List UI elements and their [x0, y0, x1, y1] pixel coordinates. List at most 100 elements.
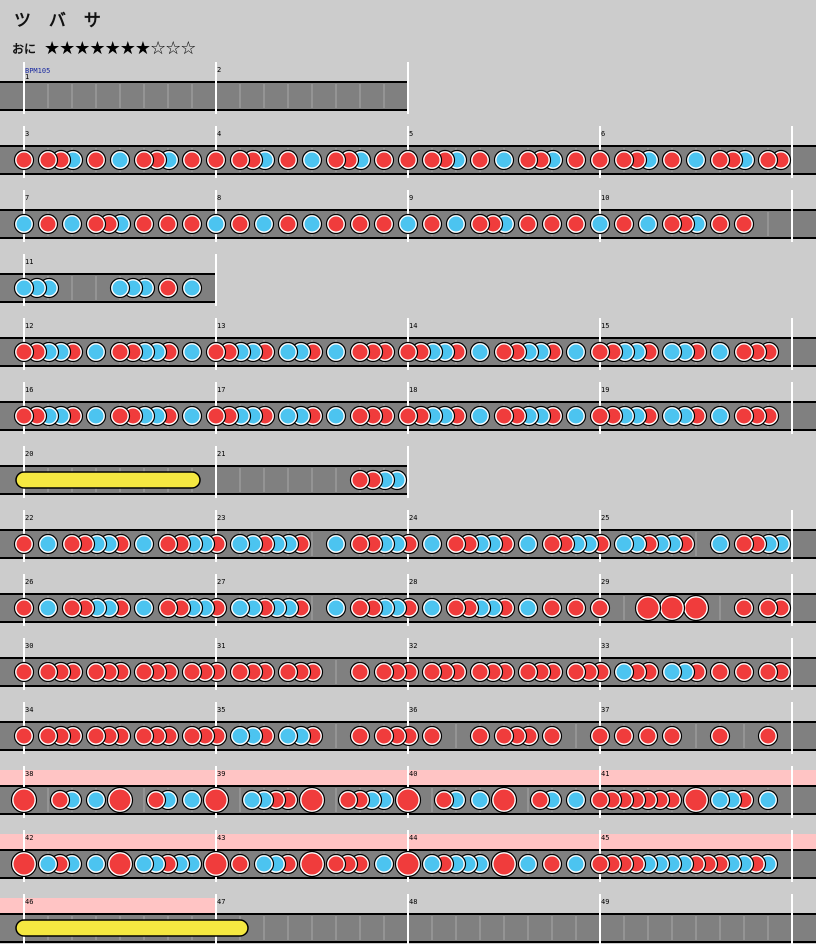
don-note	[328, 216, 344, 232]
don-note	[436, 792, 452, 808]
don-note	[376, 664, 392, 680]
ka-note	[88, 408, 104, 424]
measure-number: 15	[601, 322, 609, 330]
ka-note	[16, 216, 32, 232]
big-don-note	[685, 789, 707, 811]
ka-note	[328, 600, 344, 616]
measure-number: 2	[217, 66, 221, 74]
measure-number: 49	[601, 898, 609, 906]
measure-number: 21	[217, 450, 225, 458]
measure-number: 22	[25, 514, 33, 522]
don-note	[160, 536, 176, 552]
don-note	[472, 728, 488, 744]
measure-number: 8	[217, 194, 221, 202]
ka-note	[88, 792, 104, 808]
measure-number: 3	[25, 130, 29, 138]
measure-number: 14	[409, 322, 417, 330]
don-note	[232, 152, 248, 168]
ka-note	[400, 216, 416, 232]
don-note	[664, 728, 680, 744]
don-note	[88, 728, 104, 744]
don-note	[448, 600, 464, 616]
course-info: おに ★★★★★★★☆☆☆	[12, 37, 196, 59]
don-note	[40, 216, 56, 232]
don-note	[424, 152, 440, 168]
measure-number: 41	[601, 770, 609, 778]
don-note	[400, 344, 416, 360]
ka-note	[232, 600, 248, 616]
measure-number: 19	[601, 386, 609, 394]
don-note	[64, 536, 80, 552]
measure-number: 5	[409, 130, 413, 138]
ka-note	[376, 856, 392, 872]
difficulty-label: おに	[12, 41, 37, 56]
don-note	[496, 344, 512, 360]
don-note	[712, 152, 728, 168]
ka-note	[16, 280, 32, 296]
don-note	[760, 152, 776, 168]
don-note	[472, 152, 488, 168]
don-note	[232, 664, 248, 680]
big-don-note	[637, 597, 659, 619]
big-don-note	[109, 789, 131, 811]
don-note	[88, 664, 104, 680]
measure-number: 39	[217, 770, 225, 778]
note-lane	[0, 82, 408, 110]
don-note	[496, 408, 512, 424]
measure-number: 23	[217, 514, 225, 522]
don-note	[136, 728, 152, 744]
ka-note	[112, 152, 128, 168]
don-note	[736, 216, 752, 232]
don-note	[472, 664, 488, 680]
don-note	[352, 600, 368, 616]
don-note	[376, 152, 392, 168]
don-note	[544, 536, 560, 552]
don-note	[616, 728, 632, 744]
measure-number: 34	[25, 706, 33, 714]
don-note	[424, 728, 440, 744]
don-note	[352, 472, 368, 488]
measure-number: 42	[25, 834, 33, 842]
don-note	[88, 216, 104, 232]
measure-number: 44	[409, 834, 417, 842]
ka-note	[616, 664, 632, 680]
ka-note	[184, 792, 200, 808]
don-note	[544, 216, 560, 232]
don-note	[592, 728, 608, 744]
ka-note	[424, 536, 440, 552]
don-note	[448, 536, 464, 552]
don-note	[160, 600, 176, 616]
don-note	[184, 728, 200, 744]
drumroll-note	[15, 471, 201, 489]
ka-note	[472, 408, 488, 424]
ka-note	[136, 856, 152, 872]
don-note	[136, 152, 152, 168]
don-note	[16, 600, 32, 616]
ka-note	[664, 344, 680, 360]
don-note	[40, 152, 56, 168]
big-don-note	[301, 789, 323, 811]
don-note	[352, 664, 368, 680]
measure-number: 30	[25, 642, 33, 650]
don-note	[568, 600, 584, 616]
don-note	[184, 152, 200, 168]
measure-number: 45	[601, 834, 609, 842]
song-title: ツ バ サ	[14, 11, 107, 31]
don-note	[112, 408, 128, 424]
ka-note	[184, 344, 200, 360]
don-note	[352, 728, 368, 744]
don-note	[496, 728, 512, 744]
don-note	[736, 600, 752, 616]
ka-note	[328, 536, 344, 552]
don-note	[400, 408, 416, 424]
don-note	[208, 408, 224, 424]
don-note	[160, 216, 176, 232]
measure-number: 25	[601, 514, 609, 522]
ka-note	[760, 792, 776, 808]
big-don-note	[205, 789, 227, 811]
don-note	[664, 216, 680, 232]
don-note	[424, 664, 440, 680]
don-note	[544, 600, 560, 616]
measure-number: 40	[409, 770, 417, 778]
don-note	[136, 216, 152, 232]
